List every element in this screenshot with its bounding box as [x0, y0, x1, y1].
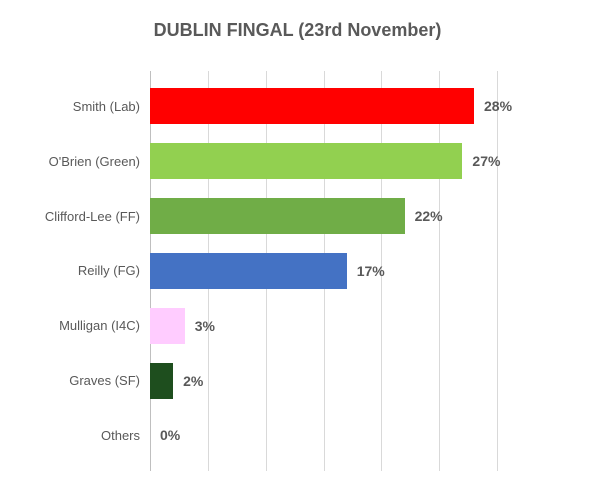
- bar-row: Smith (Lab)28%: [150, 88, 555, 124]
- bar-value: 2%: [173, 373, 203, 389]
- bar-row: Graves (SF)2%: [150, 363, 555, 399]
- candidate-label: Smith (Lab): [73, 99, 150, 114]
- chart-container: DUBLIN FINGAL (23rd November) Smith (Lab…: [0, 0, 595, 502]
- bar: [150, 308, 185, 344]
- plot-area: Smith (Lab)28% O'Brien (Green)27% Clifford…: [150, 71, 555, 471]
- bar-row: Clifford-Lee (FF)22%: [150, 198, 555, 234]
- bar: [150, 363, 173, 399]
- candidate-label: Mulligan (I4C): [59, 318, 150, 333]
- bars-region: Smith (Lab)28% O'Brien (Green)27% Clifford…: [150, 71, 555, 471]
- bar-row: O'Brien (Green)27%: [150, 143, 555, 179]
- bar-value: 0%: [150, 427, 180, 443]
- bar-row: Others0%: [150, 417, 555, 453]
- bar-value: 22%: [405, 208, 443, 224]
- bar: [150, 198, 405, 234]
- candidate-label: Graves (SF): [69, 373, 150, 388]
- bar-value: 3%: [185, 318, 215, 334]
- bar: [150, 143, 462, 179]
- bar: [150, 88, 474, 124]
- bar-value: 28%: [474, 98, 512, 114]
- candidate-label: O'Brien (Green): [49, 154, 150, 169]
- bar-value: 27%: [462, 153, 500, 169]
- candidate-label: Reilly (FG): [78, 263, 150, 278]
- bar-value: 17%: [347, 263, 385, 279]
- bar-row: Reilly (FG)17%: [150, 253, 555, 289]
- candidate-label: Clifford-Lee (FF): [45, 209, 150, 224]
- candidate-label: Others: [101, 428, 150, 443]
- bar-row: Mulligan (I4C)3%: [150, 308, 555, 344]
- bar: [150, 253, 347, 289]
- chart-title: DUBLIN FINGAL (23rd November): [30, 20, 565, 41]
